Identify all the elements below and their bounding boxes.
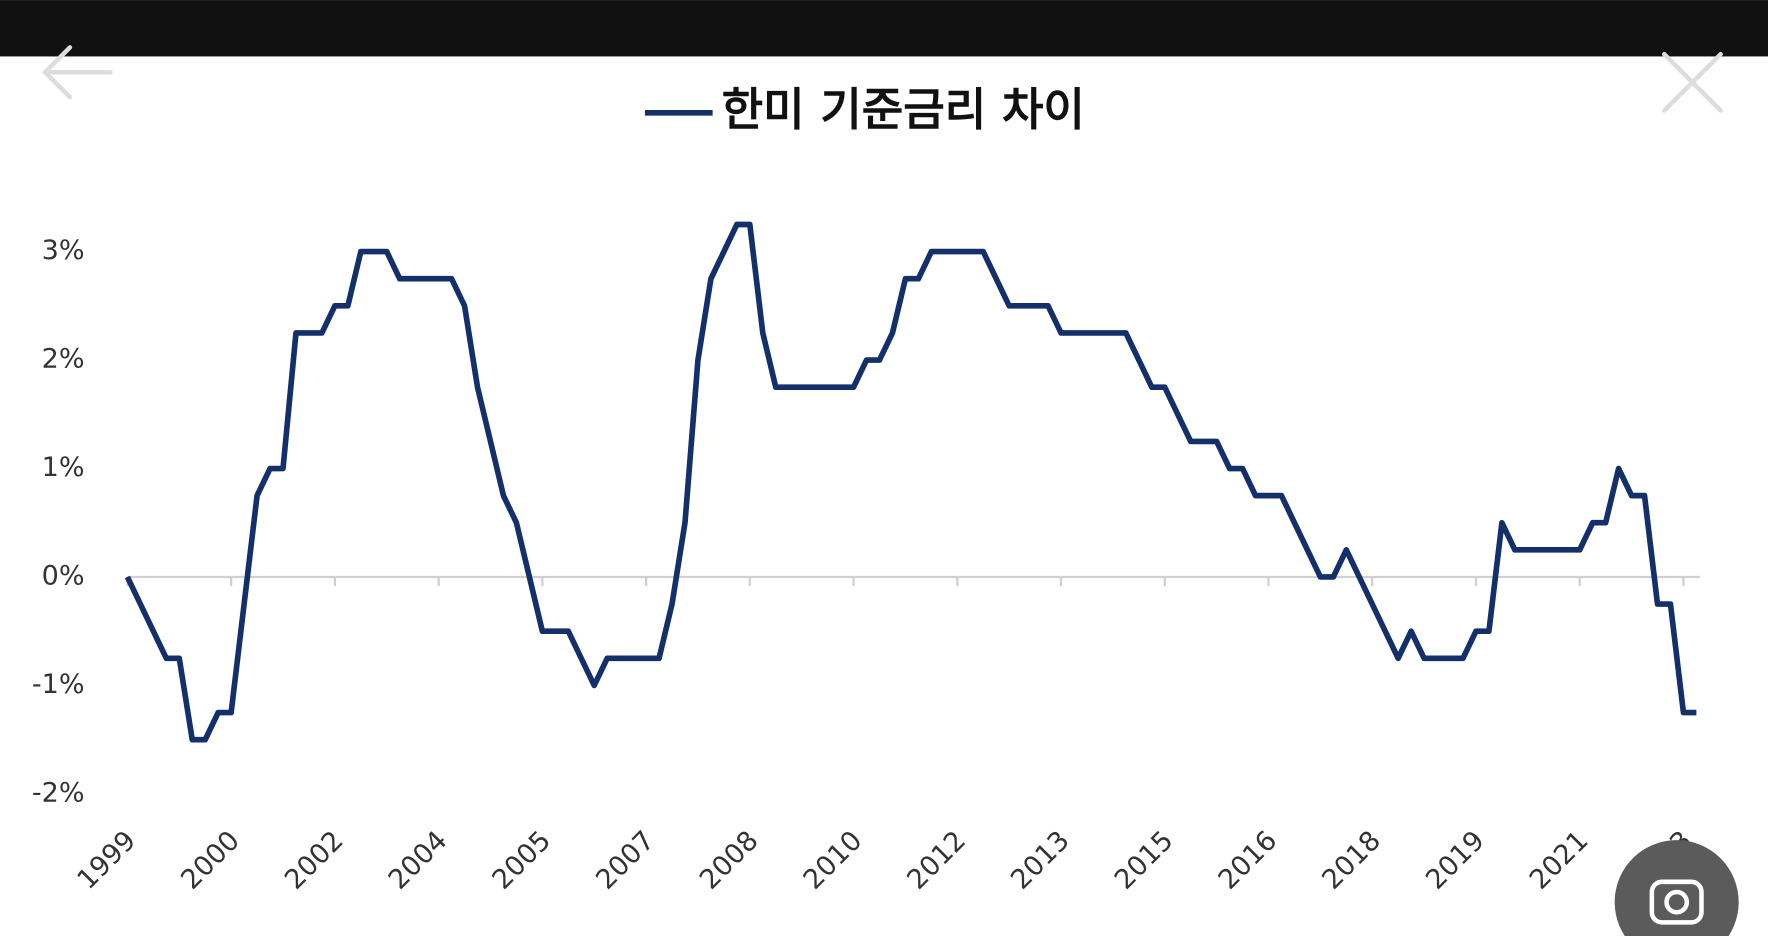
screenshot-button[interactable] (1614, 840, 1739, 936)
data-line (124, 221, 1697, 743)
y-tick-label: 0% (42, 560, 85, 591)
y-tick-label: 1% (42, 452, 85, 483)
y-tick-label: -2% (32, 777, 85, 808)
y-tick-label: -1% (32, 669, 85, 700)
y-tick-label: 2% (42, 344, 85, 375)
y-tick-label: 3% (42, 235, 85, 266)
back-button[interactable] (41, 45, 113, 100)
status-bar (0, 0, 1768, 57)
close-button[interactable] (1662, 51, 1723, 113)
legend-label: 한미 기준금리 차이 (722, 83, 1085, 136)
